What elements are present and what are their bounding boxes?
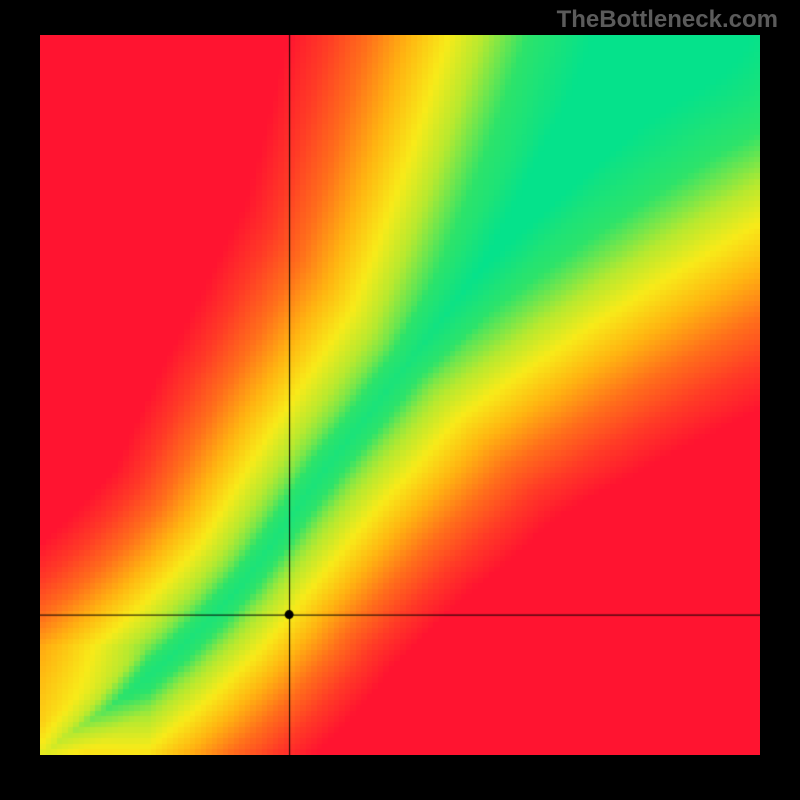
bottleneck-heatmap [40,35,760,755]
chart-container: TheBottleneck.com [0,0,800,800]
watermark-text: TheBottleneck.com [557,6,778,34]
